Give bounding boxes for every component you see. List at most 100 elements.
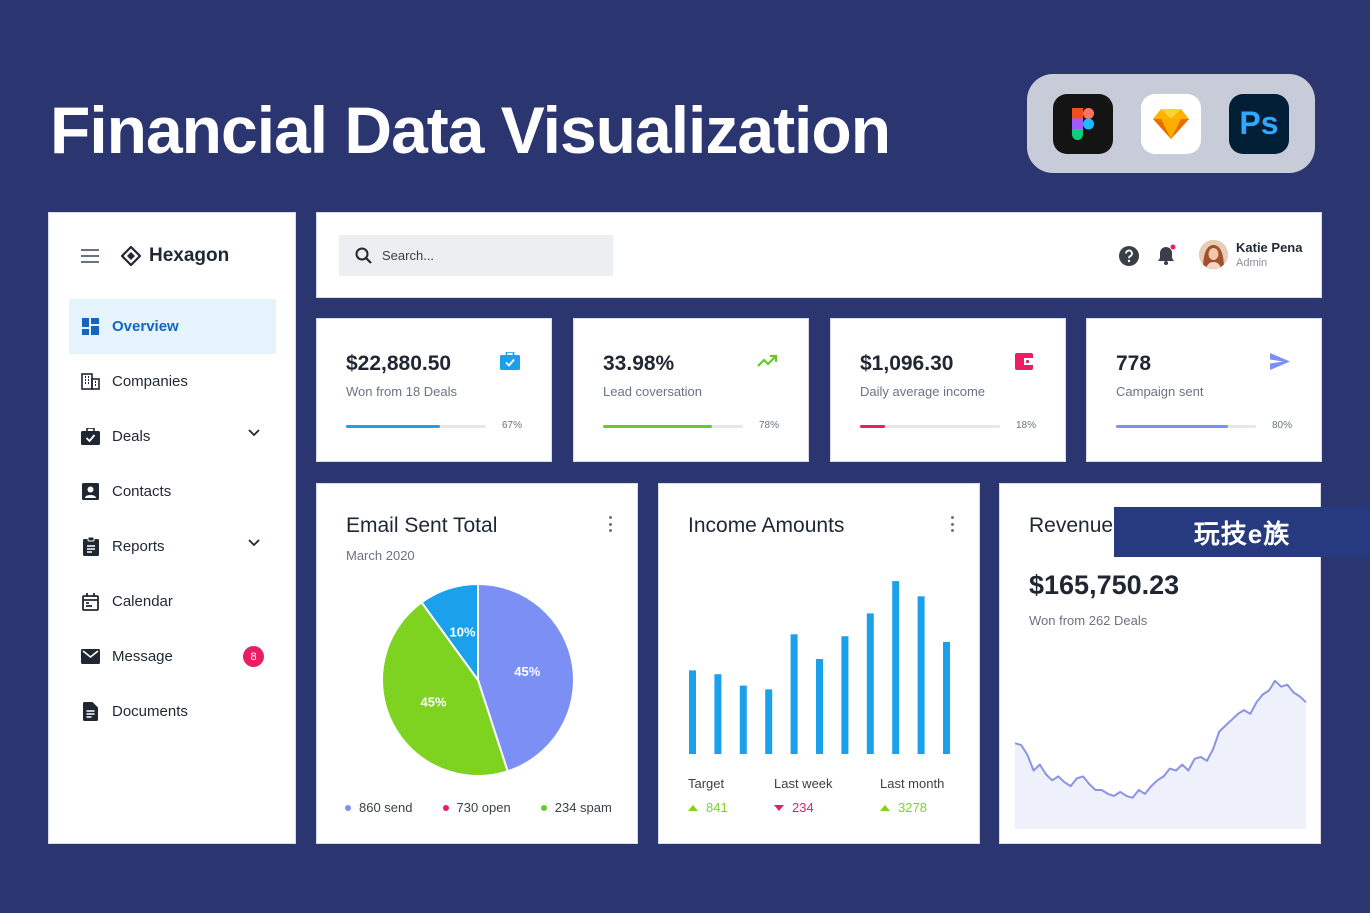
panel-subtitle: March 2020 xyxy=(346,548,415,563)
sketch-logo xyxy=(1141,93,1201,154)
progress-track xyxy=(346,425,486,428)
help-icon[interactable] xyxy=(1119,246,1139,266)
stat-value: 33.98% xyxy=(603,352,675,375)
sidebar-item-label: Documents xyxy=(112,703,188,720)
progress-track xyxy=(860,425,1000,428)
progress-percent: 67% xyxy=(501,420,522,431)
footer-stat-value: 841 xyxy=(706,800,728,815)
area-fill xyxy=(1015,680,1306,829)
revenue-panel: Revenue $165,750.23 Won from 262 Deals xyxy=(999,483,1321,844)
arrow-up-icon xyxy=(880,804,890,811)
area-chart xyxy=(1014,679,1307,829)
stat-card-income: $1,096.30 Daily average income 18% xyxy=(830,318,1066,462)
pie-slice xyxy=(420,582,479,684)
bar xyxy=(917,596,925,754)
sidebar-item-label: Companies xyxy=(112,373,188,390)
arrow-down-icon xyxy=(774,804,784,811)
sidebar-item-label: Deals xyxy=(112,428,151,445)
sidebar-item-companies[interactable]: Companies xyxy=(69,354,276,409)
bar-chart xyxy=(689,581,950,754)
brand-name: Hexagon xyxy=(149,245,230,266)
legend-label: 234 spam xyxy=(554,800,612,815)
hero-title: Financial Data Visualization xyxy=(50,93,891,167)
more-options-icon[interactable] xyxy=(609,516,613,532)
sidebar-item-message[interactable]: Message 8 xyxy=(69,629,276,684)
contact-card-icon xyxy=(81,482,100,501)
search-box[interactable] xyxy=(339,235,613,276)
building-icon xyxy=(81,372,100,391)
user-profile[interactable]: Katie Pena Admin xyxy=(1199,240,1302,269)
pie-data-label: 10% xyxy=(450,625,476,640)
footer-stat-target: Target 841 xyxy=(688,776,728,815)
more-options-icon[interactable] xyxy=(951,516,955,532)
panel-title: Revenue xyxy=(1029,514,1114,537)
stat-card-deals: $22,880.50 Won from 18 Deals 67% xyxy=(316,318,552,462)
progress-percent: 80% xyxy=(1271,420,1292,431)
revenue-label: Won from 262 Deals xyxy=(1029,613,1148,628)
calendar-icon xyxy=(81,592,100,611)
progress-fill xyxy=(860,425,886,428)
sidebar-item-reports[interactable]: Reports xyxy=(69,519,276,574)
document-icon xyxy=(81,702,100,721)
bar xyxy=(943,641,950,754)
chevron-down-icon[interactable] xyxy=(248,539,260,547)
bar xyxy=(892,581,900,754)
user-name: Katie Pena xyxy=(1236,240,1303,255)
hamburger-icon[interactable] xyxy=(81,249,99,263)
sidebar-item-label: Message xyxy=(112,648,173,665)
avatar xyxy=(1199,240,1228,269)
sidebar-item-deals[interactable]: Deals xyxy=(69,409,276,464)
footer-stat-value: 234 xyxy=(792,800,814,815)
sidebar-item-calendar[interactable]: Calendar xyxy=(69,574,276,629)
bar xyxy=(790,634,798,754)
panel-title: Email Sent Total xyxy=(346,514,498,537)
area-line xyxy=(1014,679,1307,799)
bar xyxy=(816,659,823,754)
sidebar-item-overview[interactable]: Overview xyxy=(69,299,276,354)
bar xyxy=(714,674,722,754)
search-input[interactable] xyxy=(382,248,602,263)
send-icon xyxy=(1269,351,1291,371)
sidebar-item-documents[interactable]: Documents xyxy=(69,684,276,739)
clipboard-icon xyxy=(81,537,100,556)
sidebar-item-label: Overview xyxy=(112,318,179,335)
footer-stat-last-month: Last month 3278 xyxy=(880,776,944,815)
message-count-badge: 8 xyxy=(243,646,264,667)
search-icon xyxy=(355,247,372,264)
stat-label: Lead coversation xyxy=(603,384,703,399)
sidebar-item-label: Calendar xyxy=(112,593,173,610)
arrow-up-icon xyxy=(688,804,698,811)
figma-logo xyxy=(1053,93,1113,154)
tool-logos: Ps xyxy=(1027,74,1315,173)
email-sent-panel: Email Sent Total March 2020 45% 45% 10% 86… xyxy=(316,483,638,844)
stat-value: 778 xyxy=(1116,352,1152,375)
income-amounts-panel: Income Amounts Target 841 Last week 234 … xyxy=(658,483,980,844)
footer-stat-label: Target xyxy=(688,776,725,791)
watermark: 玩技e族 xyxy=(1114,507,1370,557)
topbar: Katie Pena Admin xyxy=(316,212,1322,298)
bell-icon[interactable] xyxy=(1157,244,1177,266)
sidebar-item-label: Contacts xyxy=(112,483,172,500)
legend-item: 730 open xyxy=(442,800,511,815)
hexagon-logo-icon xyxy=(121,246,141,266)
stat-label: Daily average income xyxy=(860,384,986,399)
mail-icon xyxy=(81,647,100,666)
pie-data-label: 45% xyxy=(514,664,540,679)
bar xyxy=(866,613,874,754)
sidebar-item-contacts[interactable]: Contacts xyxy=(69,464,276,519)
legend-item: 860 send xyxy=(345,800,413,815)
bar xyxy=(739,685,747,754)
sidebar-nav: Overview Companies Deals Contacts Rep xyxy=(69,299,276,739)
trending-up-icon xyxy=(756,351,778,371)
footer-stat-label: Last month xyxy=(880,776,945,791)
legend-label: 860 send xyxy=(359,800,413,815)
pie-legend: 860 send 730 open 234 spam xyxy=(345,800,612,815)
bar xyxy=(765,689,773,754)
progress-fill xyxy=(603,425,713,428)
wallet-icon xyxy=(1013,351,1035,371)
progress-fill xyxy=(346,425,440,428)
stat-label: Campaign sent xyxy=(1116,384,1204,399)
legend-label: 730 open xyxy=(456,800,511,815)
stat-label: Won from 18 Deals xyxy=(346,384,458,399)
chevron-down-icon[interactable] xyxy=(248,429,260,437)
